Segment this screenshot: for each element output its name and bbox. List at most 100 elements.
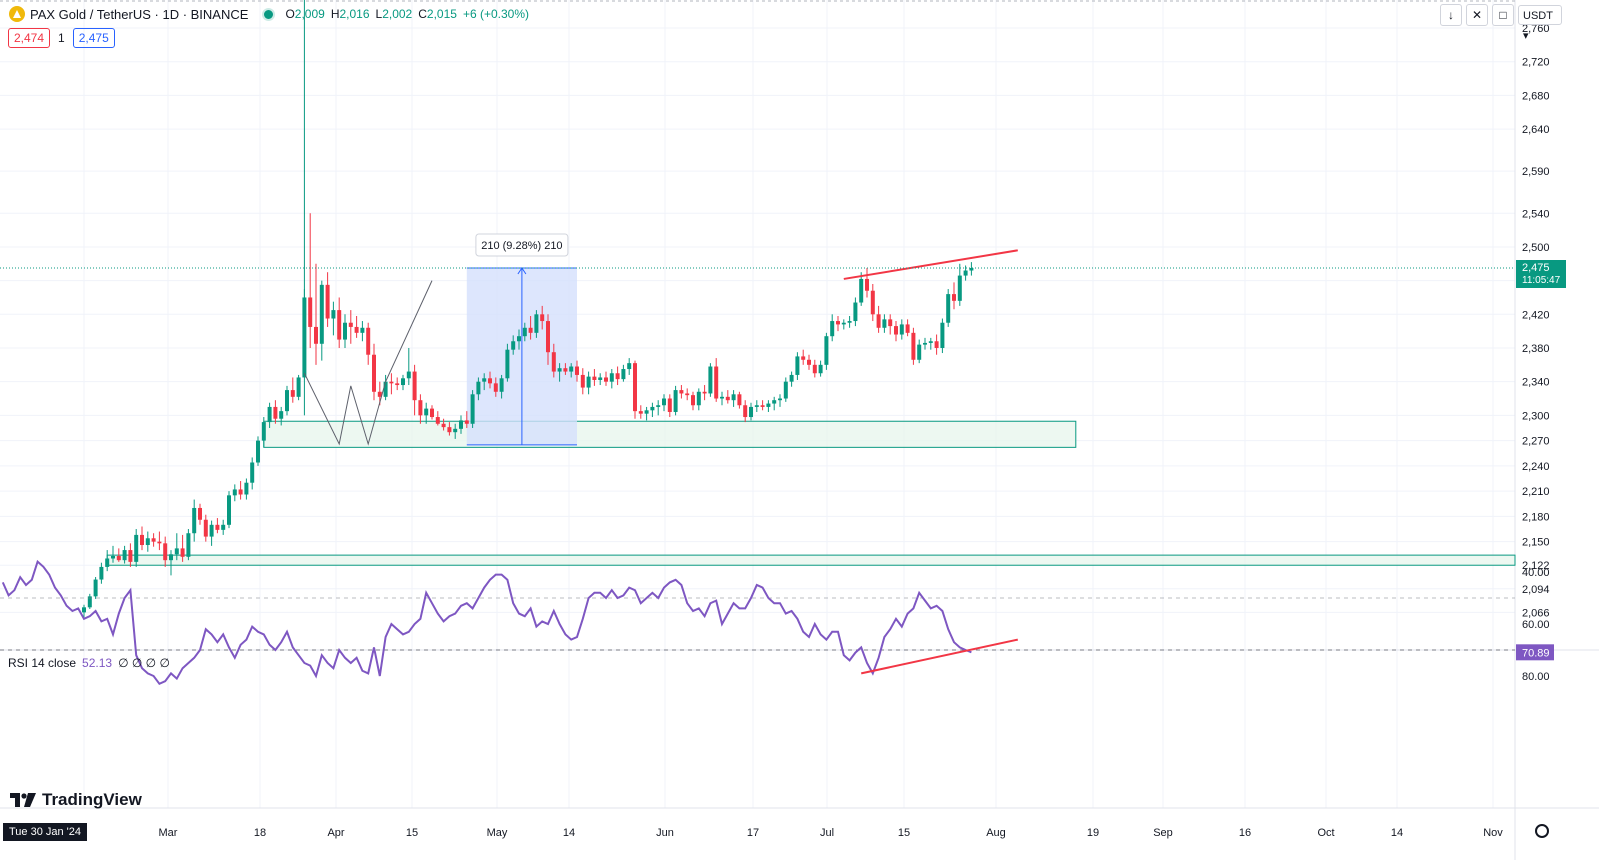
candle-body	[441, 423, 446, 428]
candle-body	[453, 428, 458, 433]
candle-body	[575, 366, 579, 375]
candle-body	[174, 548, 179, 555]
candle-body	[615, 373, 620, 380]
rsi-divergence-trendline	[860, 638, 1019, 675]
axes: 4Mar18Apr15May14Jun17Jul15Aug19Sep16Oct1…	[81, 23, 1566, 839]
candle-body	[731, 394, 736, 401]
lower-support-zone	[106, 554, 1516, 566]
candle-body	[940, 322, 945, 348]
candle-body	[145, 538, 150, 546]
x-tick-label: Oct	[1317, 827, 1334, 839]
x-tick-label: 19	[1087, 827, 1099, 839]
candle-body	[256, 440, 260, 463]
candle-body	[604, 377, 608, 382]
close-icon[interactable]: ✕	[1466, 4, 1488, 26]
x-tick-label: Jul	[820, 827, 834, 839]
paxg-coin-icon	[9, 6, 25, 22]
candle-body	[395, 383, 400, 386]
candle-body	[105, 558, 110, 567]
candle-body	[348, 322, 353, 327]
candle-body	[621, 369, 626, 380]
candle-body	[389, 381, 394, 384]
last-price-label: 2,475	[1522, 262, 1550, 274]
candle-body	[163, 543, 168, 561]
candle-body	[406, 371, 411, 379]
candle-body	[656, 405, 661, 407]
close-label: C	[418, 7, 427, 21]
close-value: 2,015	[426, 7, 457, 21]
candle-body	[314, 326, 318, 344]
x-tick-label: 14	[1391, 827, 1403, 839]
resistance-trendline	[843, 249, 1018, 280]
x-tick-label: Nov	[1483, 827, 1503, 839]
candle-body	[720, 396, 724, 399]
candle-body	[899, 324, 904, 335]
maximize-icon[interactable]: □	[1492, 4, 1514, 26]
candle-body	[847, 321, 852, 323]
candle-body	[928, 341, 933, 343]
candle-body	[546, 321, 550, 353]
candle-body	[151, 538, 156, 542]
change-value: +6 (+0.30%)	[462, 7, 529, 21]
rsi-name[interactable]: RSI 14 close	[8, 656, 77, 670]
x-tick-label: Sep	[1153, 827, 1173, 839]
candle-body	[708, 366, 713, 394]
bid-button[interactable]: 2,474	[8, 28, 51, 48]
candle-body	[783, 381, 788, 399]
candle-body	[169, 554, 173, 561]
candle-body	[99, 566, 104, 580]
candle-body	[244, 482, 249, 495]
currency-select[interactable]: USDT ▾	[1518, 5, 1562, 42]
candle-body	[319, 284, 324, 344]
candle-body	[232, 489, 237, 496]
candle-body	[157, 541, 162, 544]
rsi-value: 52.13	[82, 656, 113, 670]
measure-arrow-head	[517, 267, 527, 275]
candle-body	[673, 390, 678, 412]
candle-body	[807, 359, 811, 365]
candle-body	[557, 368, 562, 372]
candle-body	[882, 319, 887, 328]
candle-body	[917, 344, 922, 360]
candle-body	[528, 327, 533, 333]
candle-body	[592, 376, 597, 380]
candle-body	[111, 555, 115, 559]
candle-body	[778, 398, 782, 401]
candle-body	[180, 548, 185, 557]
candle-body	[789, 374, 794, 382]
candle-body	[360, 327, 365, 333]
price-tick-label: 2,720	[1522, 57, 1550, 69]
candle-body	[766, 403, 771, 407]
arrow-down-icon[interactable]: ↓	[1440, 4, 1462, 26]
candle-body	[957, 275, 962, 301]
candle-body	[238, 489, 243, 495]
candle-body	[505, 349, 510, 379]
price-tick-label: 2,066	[1522, 607, 1550, 619]
price-tick-label: 2,122	[1522, 560, 1550, 572]
candle-body	[540, 314, 545, 322]
candle-body	[696, 391, 701, 406]
candle-body	[859, 278, 864, 303]
symbol-title[interactable]: PAX Gold / TetherUS · 1D · BINANCE	[30, 6, 249, 22]
candle-body	[749, 406, 753, 418]
candle-body	[551, 352, 556, 372]
low-label: L	[375, 7, 383, 21]
candle-body	[754, 405, 759, 407]
candle-body	[580, 374, 585, 388]
candle-body	[870, 290, 875, 315]
ask-button[interactable]: 2,475	[72, 28, 115, 48]
candle-body	[923, 342, 927, 345]
candle-body	[905, 324, 910, 333]
candle-body	[296, 377, 301, 397]
x-tick-label: 15	[898, 827, 910, 839]
measure-label-box	[475, 233, 569, 257]
ohlc-values: O2,009 H2,016 L2,002 C2,015 +6 (+0.30%)	[285, 7, 529, 21]
candle-body	[459, 420, 463, 429]
rsi-value-label: 70.89	[1522, 647, 1550, 659]
candle-body	[424, 408, 429, 416]
x-tick-label: 15	[406, 827, 418, 839]
bid-ask-panel: 2,474 1 2,475	[8, 28, 115, 48]
gear-icon[interactable]	[1535, 824, 1549, 838]
